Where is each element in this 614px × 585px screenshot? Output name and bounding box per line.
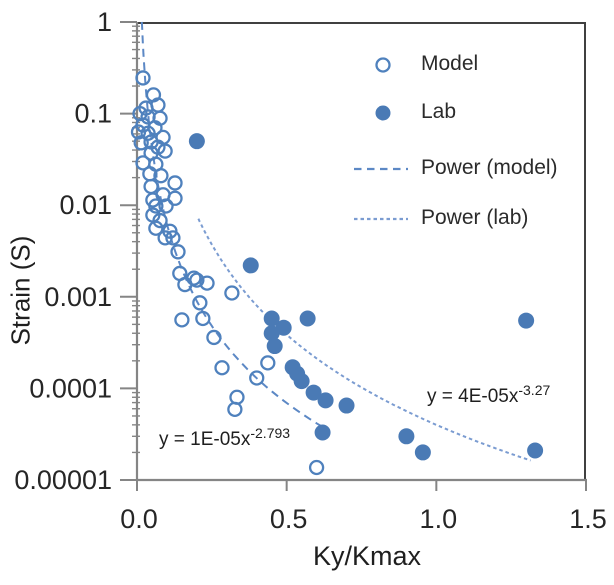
power-lab-line-icon bbox=[340, 207, 408, 229]
y-tick-label: 0.01 bbox=[59, 190, 112, 220]
model-point bbox=[170, 244, 186, 260]
equation-base: y = 1E-05x bbox=[159, 429, 251, 450]
model-point bbox=[214, 360, 230, 376]
power-model-line-icon bbox=[340, 157, 408, 179]
lab-point bbox=[188, 133, 205, 150]
lab-point bbox=[317, 392, 334, 409]
model-trend-equation: y = 1E-05x-2.793 bbox=[159, 425, 290, 451]
lab-point bbox=[293, 373, 310, 390]
equation-base: y = 4E-05x bbox=[427, 386, 519, 407]
equation-exponent: -2.793 bbox=[250, 425, 291, 441]
legend-entry-power-model: Power (model) bbox=[340, 156, 558, 180]
y-tick-label: 1 bbox=[97, 7, 112, 37]
model-point bbox=[260, 355, 276, 371]
plot-border bbox=[137, 22, 586, 480]
lab-point bbox=[414, 444, 431, 461]
legend-label: Model bbox=[421, 52, 479, 75]
lab-point bbox=[398, 428, 415, 445]
model-point bbox=[157, 230, 173, 246]
y-axis-title: Strain (S) bbox=[5, 235, 36, 346]
model-point bbox=[133, 135, 149, 151]
lab-point bbox=[338, 397, 355, 414]
model-point bbox=[143, 178, 159, 195]
model-point bbox=[227, 401, 243, 418]
lab-point bbox=[518, 312, 535, 329]
model-point bbox=[195, 310, 211, 327]
model-point bbox=[148, 198, 164, 214]
equation-exponent: -3.27 bbox=[518, 382, 551, 398]
model-point bbox=[192, 295, 208, 311]
lab-trend-equation: y = 4E-05x-3.27 bbox=[427, 382, 550, 408]
lab-point bbox=[299, 310, 316, 327]
model-point bbox=[189, 272, 205, 288]
legend-label: Power (model) bbox=[421, 156, 558, 179]
legend-entry-model: Model bbox=[340, 52, 478, 76]
model-point bbox=[199, 275, 215, 291]
model-point bbox=[135, 70, 151, 86]
x-tick-label: 1.5 bbox=[569, 504, 607, 534]
lab-marker-icon bbox=[340, 101, 408, 123]
x-tick-label: 0.5 bbox=[270, 504, 308, 534]
x-axis-title: Ky/Kmax bbox=[312, 541, 422, 571]
model-point bbox=[157, 143, 173, 159]
legend-entry-lab: Lab bbox=[340, 100, 456, 124]
model-point bbox=[152, 212, 168, 229]
model-point bbox=[229, 389, 245, 405]
model-point bbox=[167, 190, 183, 206]
power-lab-trendline bbox=[197, 218, 531, 462]
lab-point bbox=[263, 325, 280, 342]
legend-label: Lab bbox=[421, 100, 457, 123]
model-point bbox=[308, 459, 325, 476]
x-tick-label: 0.0 bbox=[120, 504, 158, 534]
y-tick-label: 0.1 bbox=[74, 99, 112, 129]
model-point bbox=[158, 198, 174, 214]
model-point bbox=[148, 220, 164, 236]
model-marker-icon bbox=[340, 53, 408, 75]
y-tick-label: 0.001 bbox=[44, 282, 112, 312]
y-tick-label: 0.0001 bbox=[29, 373, 112, 403]
y-tick-label: 0.00001 bbox=[14, 465, 112, 495]
legend-label: Power (lab) bbox=[421, 206, 529, 229]
model-point bbox=[206, 329, 222, 346]
legend-entry-power-lab: Power (lab) bbox=[340, 206, 528, 230]
lab-point bbox=[314, 424, 331, 441]
model-point bbox=[153, 168, 169, 184]
lab-point bbox=[242, 257, 259, 274]
lab-point bbox=[266, 338, 283, 355]
lab-point bbox=[305, 384, 322, 401]
model-point bbox=[167, 175, 183, 191]
lab-point bbox=[527, 442, 544, 459]
model-point bbox=[165, 230, 181, 246]
model-point bbox=[224, 285, 240, 301]
model-point bbox=[249, 370, 265, 386]
lab-point bbox=[275, 319, 292, 336]
x-tick-label: 1.0 bbox=[420, 504, 458, 534]
legend: Model Lab Power (model) Power (lab) bbox=[340, 0, 580, 250]
lab-point bbox=[263, 310, 280, 327]
model-point bbox=[174, 312, 190, 328]
model-point bbox=[130, 124, 147, 140]
